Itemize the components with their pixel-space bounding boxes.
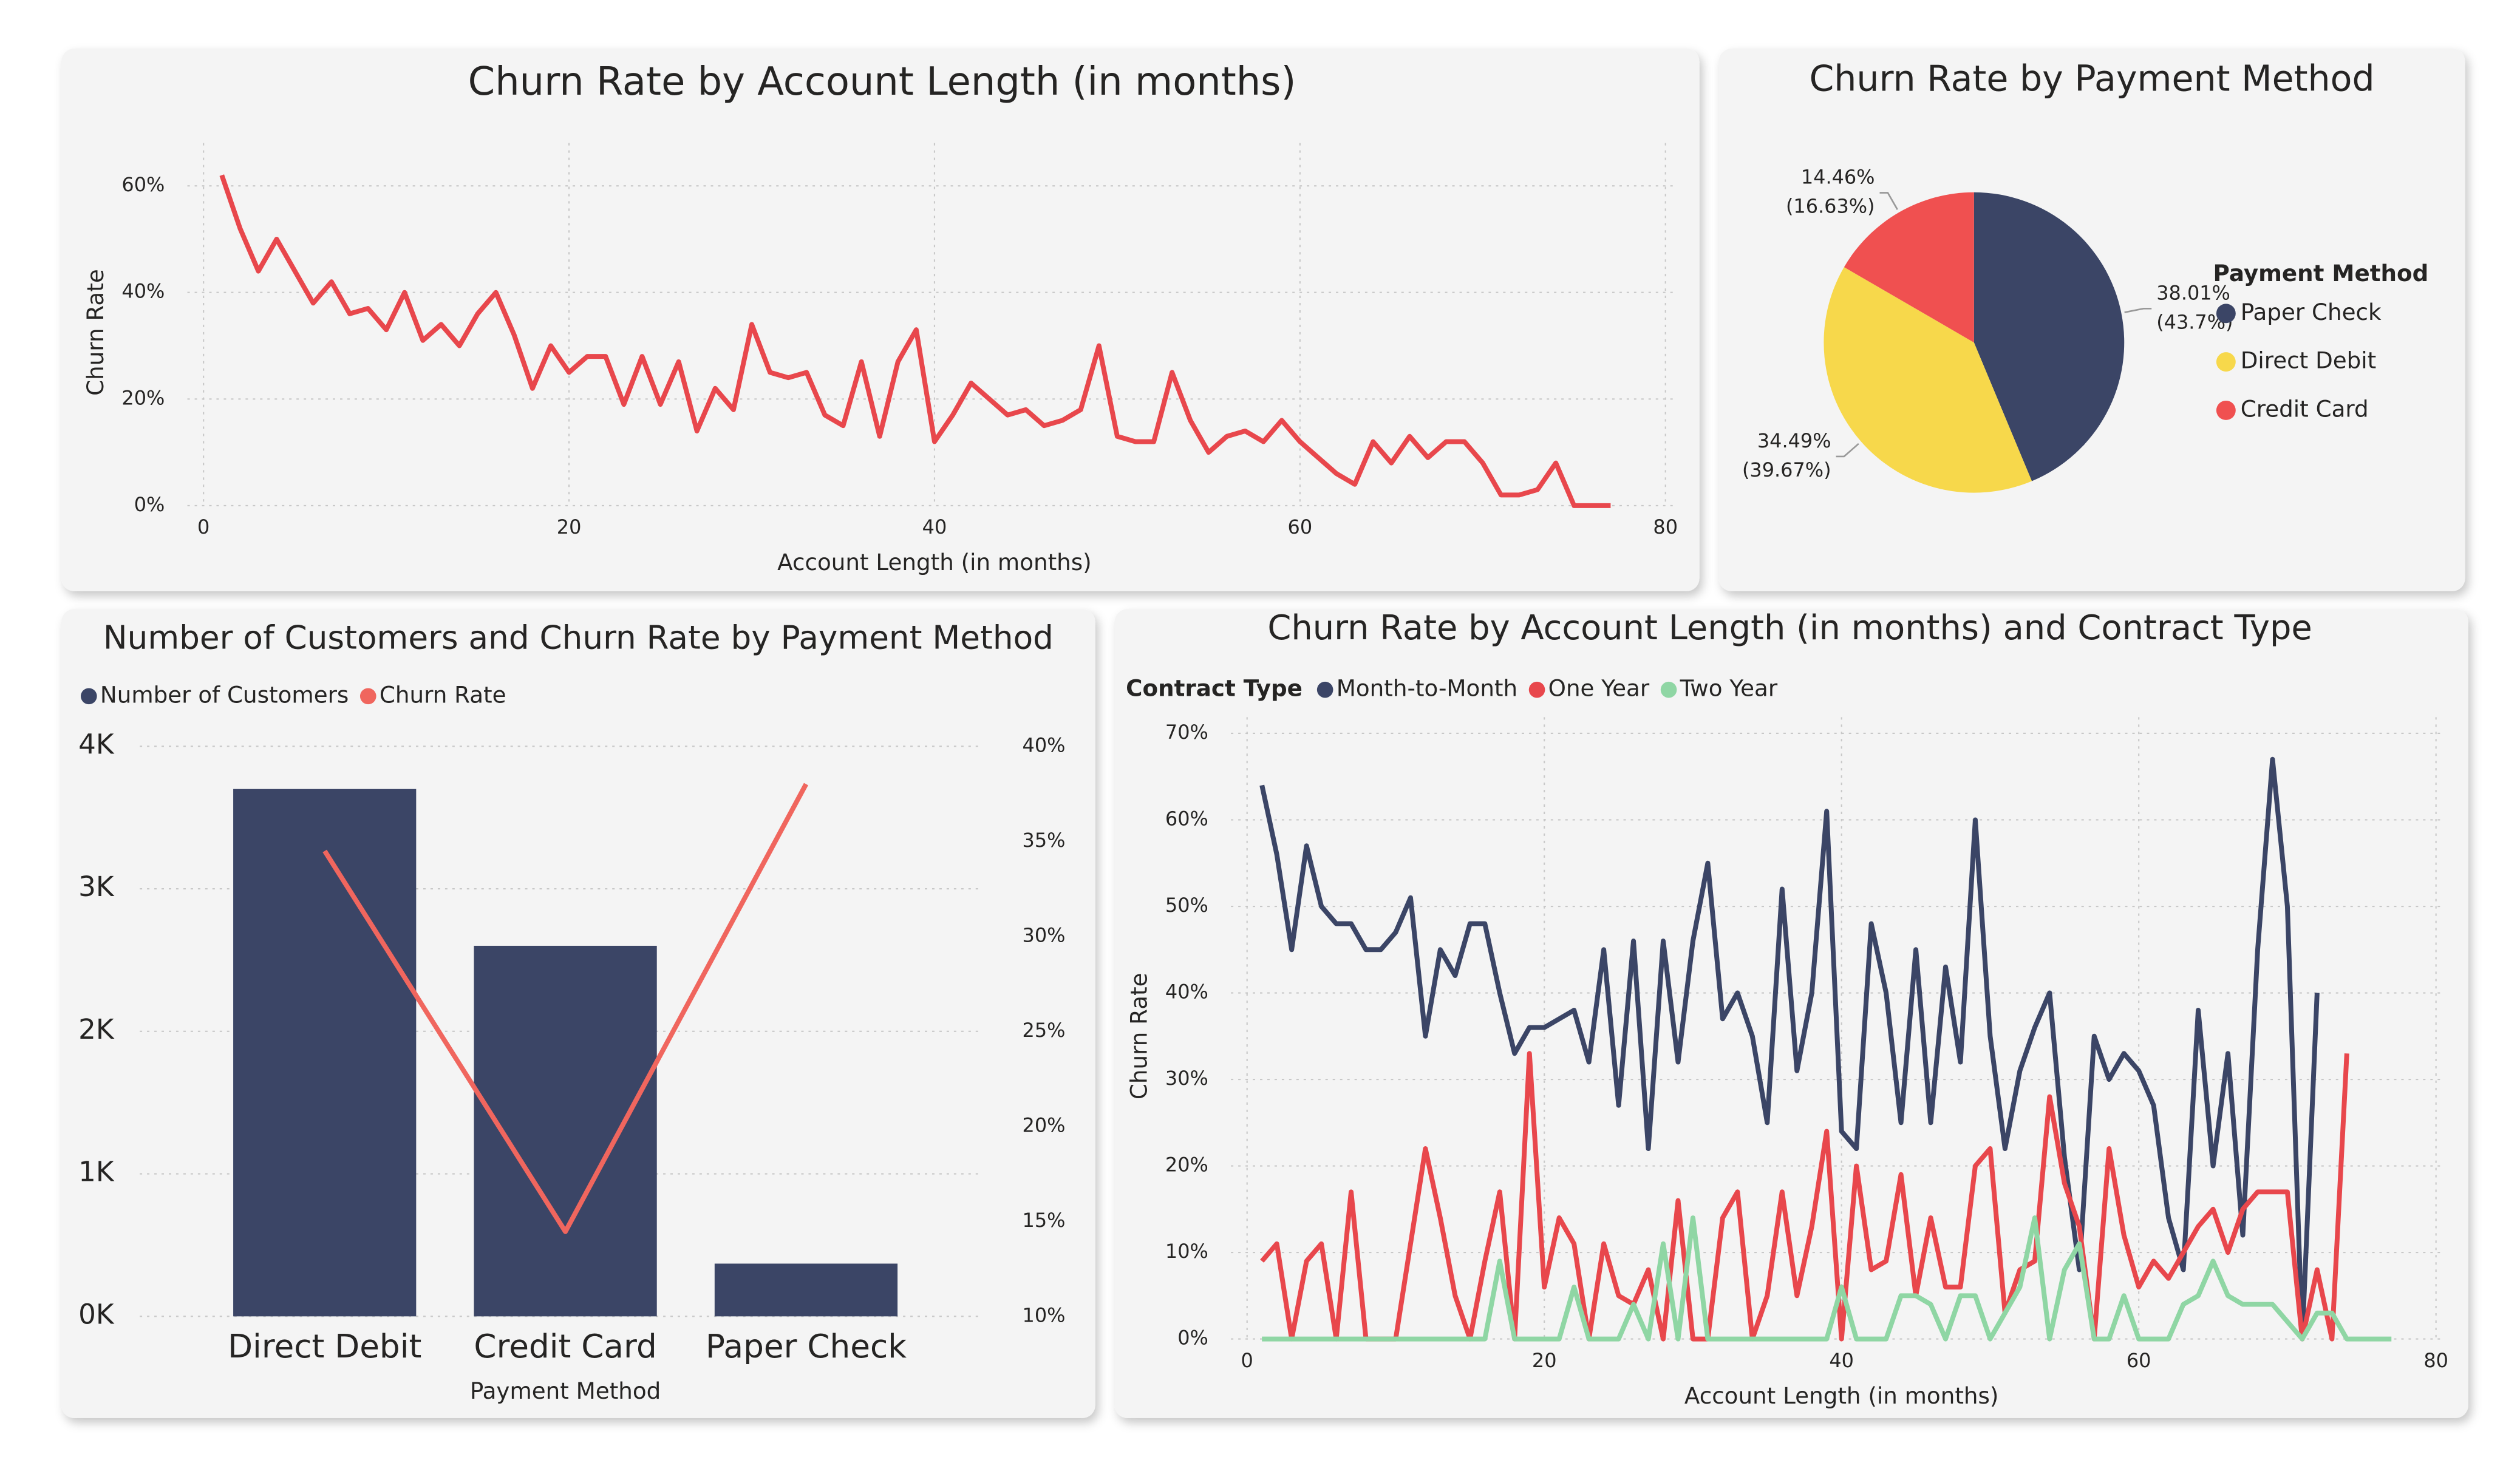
legend-marker	[2216, 352, 2236, 372]
y-tick-label: 20%	[121, 386, 165, 409]
y-axis-title: Churn Rate	[82, 269, 109, 396]
line-series	[1262, 1215, 2392, 1342]
legend-label: Two Year	[1680, 675, 1778, 702]
leader-line	[1879, 192, 1898, 210]
x-axis-title: Payment Method	[470, 1377, 661, 1404]
legend-marker	[2216, 400, 2236, 420]
bar	[714, 1263, 898, 1317]
leader-line	[1836, 443, 1859, 458]
leader-line	[2124, 307, 2152, 313]
x-tick-label: 0	[197, 515, 209, 538]
y-tick-label: 50%	[1165, 894, 1208, 917]
legend-title: Contract Type	[1126, 675, 1303, 702]
legend-title: Payment Method	[2213, 260, 2429, 287]
pie-slice	[1973, 192, 2125, 481]
data-label: 14.46%	[1801, 166, 1875, 189]
y-tick-label: 3K	[78, 871, 115, 903]
chart-title: Churn Rate by Account Length (in months)…	[1267, 608, 2312, 648]
y2-tick-label: 15%	[1023, 1209, 1066, 1232]
y2-tick-label: 40%	[1023, 733, 1066, 756]
legend-label: Number of Customers	[100, 681, 349, 708]
chart-title: Churn Rate by Payment Method	[1809, 58, 2374, 99]
y-tick-label: 40%	[121, 280, 165, 303]
share-label: (16.63%)	[1786, 194, 1875, 217]
x-tick-label: 20	[557, 515, 582, 538]
x-tick-label: 0	[1241, 1349, 1253, 1372]
legend-label: Month-to-Month	[1337, 675, 1517, 702]
x-axis-title: Account Length (in months)	[1684, 1382, 1999, 1409]
x-tick-label: Credit Card	[474, 1328, 656, 1365]
y-axis-title: Churn Rate	[1126, 973, 1153, 1099]
x-tick-label: Paper Check	[706, 1328, 907, 1365]
x-tick-label: 40	[1829, 1349, 1854, 1372]
y-tick-label: 60%	[1165, 807, 1208, 830]
x-axis-title: Account Length (in months)	[777, 549, 1092, 576]
chart-title: Number of Customers and Churn Rate by Pa…	[103, 619, 1054, 656]
y-tick-label: 0K	[78, 1298, 115, 1330]
x-tick-label: 80	[1653, 515, 1678, 538]
y2-tick-label: 10%	[1023, 1303, 1066, 1326]
y-tick-label: 0%	[1177, 1326, 1208, 1350]
legend-marker	[359, 688, 376, 705]
legend-marker	[1316, 681, 1333, 698]
y2-tick-label: 25%	[1023, 1019, 1066, 1042]
y-tick-label: 1K	[78, 1156, 115, 1188]
y2-tick-label: 35%	[1023, 829, 1066, 852]
bar	[233, 789, 417, 1317]
x-tick-label: 80	[2423, 1349, 2448, 1372]
legend-marker	[2216, 304, 2236, 324]
x-tick-label: 40	[922, 515, 947, 538]
legend-label: Paper Check	[2241, 299, 2382, 325]
pie-slice	[1844, 192, 1974, 343]
y-tick-label: 0%	[134, 493, 165, 516]
y-tick-label: 10%	[1165, 1240, 1208, 1263]
y-tick-label: 30%	[1165, 1067, 1208, 1090]
line-series	[1260, 1051, 2349, 1342]
x-tick-label: 20	[1532, 1349, 1557, 1372]
y-tick-label: 2K	[78, 1013, 115, 1045]
data-label: 38.01%	[2156, 281, 2230, 304]
panel	[61, 49, 1700, 591]
line-series	[322, 783, 808, 1234]
x-tick-label: Direct Debit	[228, 1328, 421, 1365]
x-tick-label: 60	[1288, 515, 1313, 538]
share-label: (39.67%)	[1742, 458, 1831, 481]
y-tick-label: 4K	[78, 728, 115, 760]
legend-marker	[1528, 681, 1545, 698]
y-tick-label: 70%	[1165, 721, 1208, 744]
x-tick-label: 60	[2127, 1349, 2151, 1372]
legend-label: Direct Debit	[2241, 347, 2376, 374]
chart-title: Churn Rate by Account Length (in months)	[468, 59, 1296, 104]
pie-slice	[1824, 267, 2032, 493]
y-tick-label: 60%	[121, 173, 165, 196]
line-series	[219, 174, 1611, 508]
y-tick-label: 20%	[1165, 1153, 1208, 1177]
legend-marker	[1660, 681, 1677, 698]
legend-label: One Year	[1548, 675, 1650, 702]
legend-label: Churn Rate	[380, 681, 506, 708]
legend-label: Credit Card	[2241, 395, 2369, 422]
data-label: 34.49%	[1757, 429, 1831, 452]
legend-marker	[81, 688, 97, 705]
y2-tick-label: 20%	[1023, 1113, 1066, 1136]
line-series	[1259, 756, 2320, 1342]
y2-tick-label: 30%	[1023, 923, 1066, 946]
y-tick-label: 40%	[1165, 980, 1208, 1004]
